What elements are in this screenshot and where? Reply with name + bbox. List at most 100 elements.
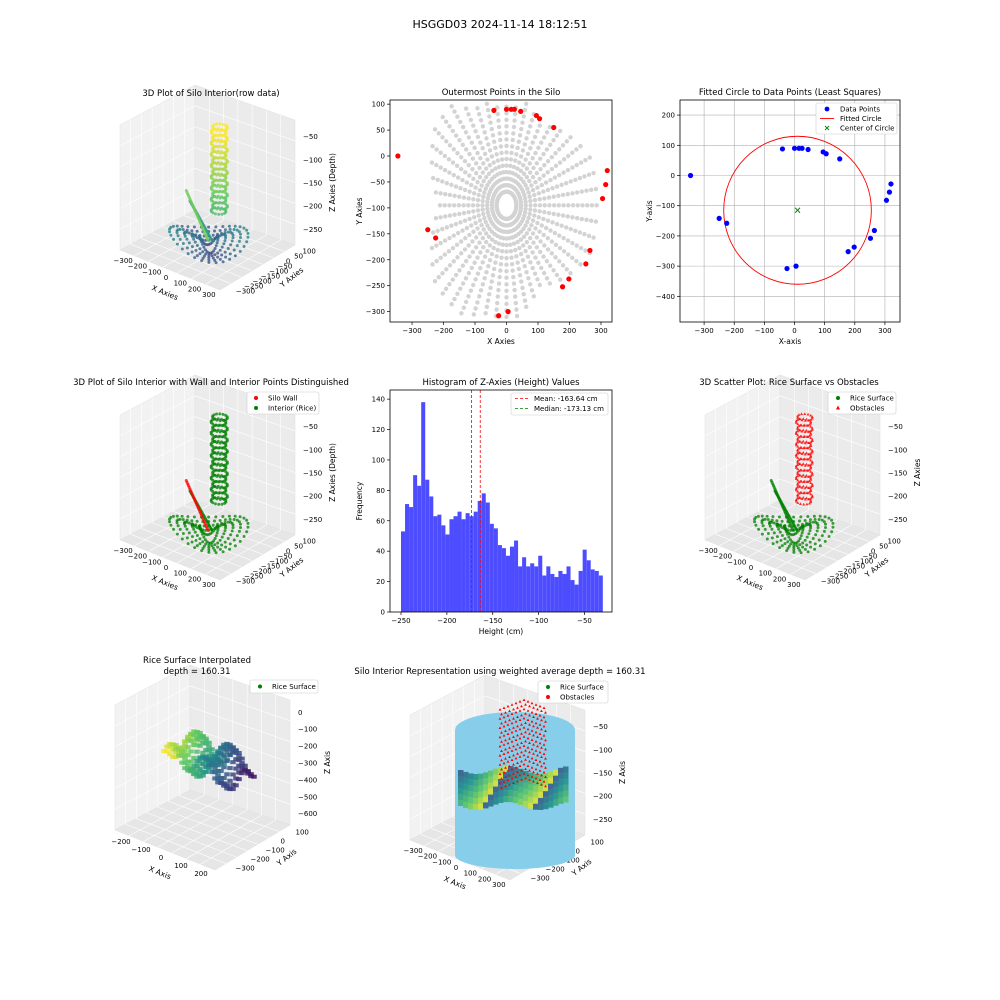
gray-point: [469, 265, 474, 271]
x-axis-label: X Axies: [487, 337, 515, 346]
obstacle-point: [805, 502, 809, 506]
surface-patch: [523, 782, 529, 789]
obstacle-point: [502, 780, 506, 783]
gray-point: [545, 218, 551, 223]
data-point: [232, 227, 236, 231]
obstacle-point: [796, 456, 800, 459]
gray-point: [493, 239, 498, 245]
data-point: [226, 520, 230, 524]
gray-point: [450, 277, 455, 282]
obstacle-point: [796, 485, 799, 489]
z-tick-label: −100: [303, 156, 322, 164]
obstacle-point: [520, 759, 523, 763]
gray-point: [551, 211, 556, 217]
gray-point: [526, 190, 531, 195]
data-point: [190, 250, 194, 254]
hist-bar: [497, 545, 502, 612]
obstacle-point: [805, 480, 809, 483]
gray-point: [485, 248, 490, 254]
y-tick-label: 120: [372, 426, 385, 434]
surface-patch: [488, 794, 494, 801]
obstacle-point: [805, 474, 809, 477]
gray-point: [471, 191, 477, 196]
data-point: [230, 529, 234, 533]
surface-patch: [528, 778, 534, 785]
z-tick-label: −250: [303, 516, 322, 524]
hist-bar: [485, 502, 490, 612]
gray-point: [533, 203, 538, 208]
obstacle-point: [544, 711, 547, 714]
obstacle-point: [797, 424, 801, 428]
obstacle-point: [500, 731, 503, 734]
gray-point: [520, 120, 525, 125]
gray-point: [451, 233, 456, 238]
data-point: [192, 527, 196, 531]
gray-point: [528, 198, 533, 204]
data-point: [223, 540, 227, 544]
surface-patch: [458, 782, 464, 788]
obstacle-point: [502, 715, 506, 719]
surface-patch: [233, 783, 239, 788]
obstacle-point: [506, 750, 510, 754]
data-point: [181, 228, 185, 232]
surface-patch: [233, 776, 239, 781]
surface-patch: [483, 790, 489, 797]
obstacle-point: [806, 441, 810, 445]
obstacle-point: [544, 729, 547, 732]
surface-patch: [508, 772, 514, 779]
surface-patch: [182, 753, 188, 758]
obstacle-point: [805, 457, 809, 461]
grid-line: [119, 458, 196, 499]
grid-line: [186, 814, 262, 859]
gray-point: [536, 215, 542, 220]
surface-patch: [458, 776, 464, 782]
gray-point: [496, 287, 501, 293]
gray-point: [497, 131, 502, 136]
data-point: [172, 527, 176, 531]
data-point: [221, 497, 225, 501]
data-point: [217, 134, 221, 138]
obstacle-point: [805, 468, 809, 472]
grid-line: [758, 511, 859, 549]
gray-point: [430, 144, 435, 149]
surface-patch: [245, 771, 251, 776]
obstacle-point: [805, 423, 809, 427]
gray-point: [485, 196, 491, 201]
panel-title: Rice Surface Interpolated: [143, 656, 251, 666]
data-point: [217, 480, 221, 484]
surface-patch: [197, 743, 203, 748]
obstacle-point: [794, 499, 798, 503]
obstacle-point: [796, 493, 800, 496]
gray-point: [447, 192, 453, 198]
data-point: [220, 423, 224, 427]
data-point: [687, 172, 694, 179]
gray-point: [534, 161, 540, 166]
x-tick-label: −300: [404, 847, 423, 855]
obstacle-point: [797, 451, 801, 454]
data-point: [227, 224, 231, 228]
gray-point: [537, 203, 543, 208]
data-point: [228, 547, 232, 551]
gray-point: [556, 203, 562, 208]
outer-point: [603, 181, 609, 188]
z-tick-label: −300: [298, 760, 317, 768]
gray-point: [454, 163, 460, 169]
surface-patch: [218, 780, 224, 785]
data-point: [207, 225, 211, 229]
gray-point: [485, 223, 490, 228]
data-point: [198, 237, 202, 241]
gray-point: [552, 230, 558, 236]
surface-patch: [221, 776, 227, 781]
obstacle-point: [514, 701, 518, 705]
obstacle-point: [810, 426, 814, 430]
surface-patch: [191, 729, 197, 734]
surface-patch: [463, 771, 469, 778]
gray-point: [496, 124, 502, 130]
data-point: [218, 497, 222, 501]
rice-point: [766, 531, 770, 535]
x-tick-label: 0: [792, 327, 796, 335]
obstacle-point: [526, 746, 530, 749]
rice-point: [808, 540, 812, 544]
obstacle-point: [532, 724, 535, 728]
z-axis-label: Z Axis: [618, 761, 627, 784]
